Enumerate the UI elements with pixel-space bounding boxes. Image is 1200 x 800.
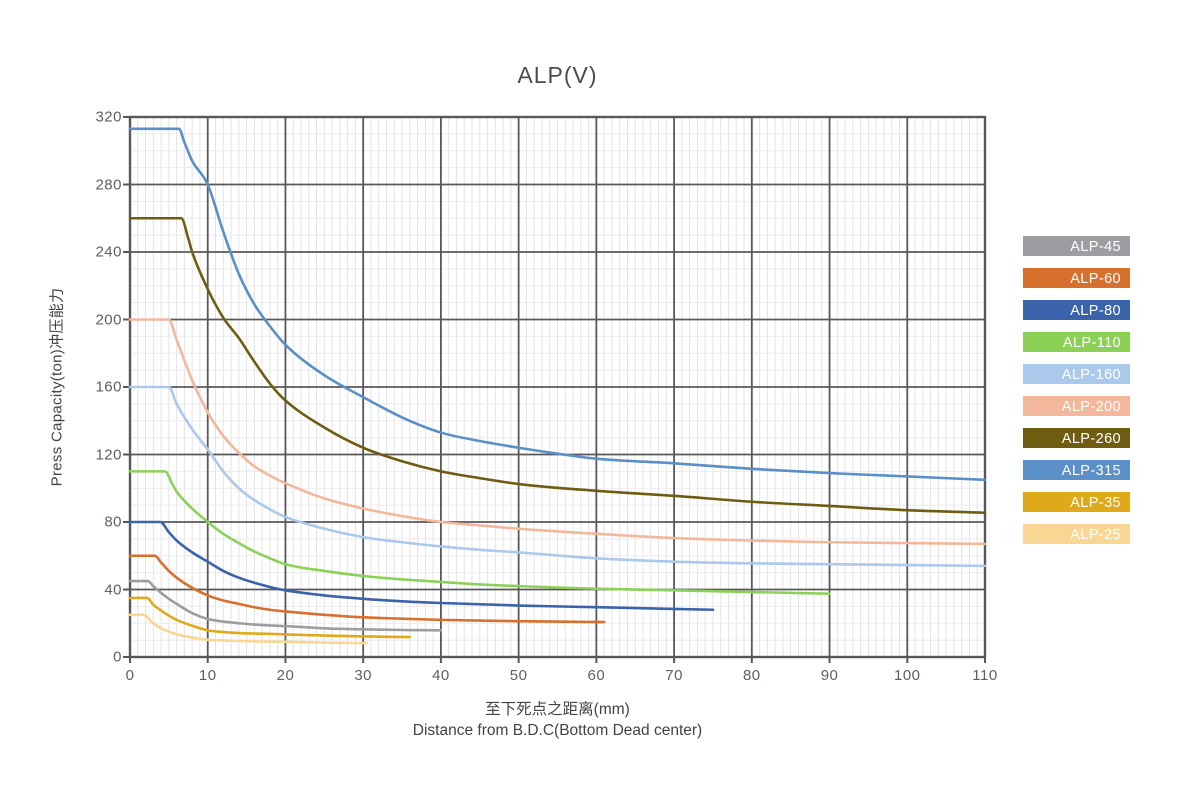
series-curve-alp-25 <box>128 613 369 645</box>
y-axis-title: Press Capacity(ton)冲压能力 <box>48 287 66 487</box>
series-curve-alp-80 <box>128 520 715 612</box>
x-tick-label: 50 <box>509 667 528 684</box>
x-tick-label: 30 <box>354 667 373 684</box>
series-curve-alp-260 <box>128 216 987 515</box>
x-tick-label: 100 <box>894 667 921 684</box>
x-axis-title-en: Distance from B.D.C(Bottom Dead center) <box>412 722 703 739</box>
y-tick-label: 80 <box>104 513 122 531</box>
legend-item-alp-315: ALP-315 <box>1023 460 1130 480</box>
series-curve-alp-110 <box>128 470 831 596</box>
legend-item-alp-60: ALP-60 <box>1023 268 1130 288</box>
y-tick-label: 40 <box>104 581 122 598</box>
x-axis-title: 至下死点之距离(mm) Distance from B.D.C(Bottom D… <box>130 699 985 741</box>
plot-area <box>123 115 987 663</box>
x-tick-label: 90 <box>820 667 839 684</box>
legend-item-alp-200: ALP-200 <box>1023 396 1130 416</box>
y-tick-label: 280 <box>95 176 122 193</box>
x-tick-labels: 0 10 20 30 40 50 60 70 80 90 100 110 <box>126 667 998 687</box>
x-tick-label: 60 <box>587 667 606 684</box>
chart-title: ALP(V) <box>517 62 598 88</box>
y-tick-label: 320 <box>95 108 122 126</box>
y-tick-label: 240 <box>95 243 122 261</box>
legend-item-alp-35: ALP-35 <box>1023 492 1130 512</box>
legend: ALP-45 ALP-60 ALP-80 ALP-110 ALP-160 ALP-200 A… <box>1023 236 1130 556</box>
x-axis-title-cn: 至下死点之距离(mm) <box>485 701 630 718</box>
series-curve-alp-160 <box>128 385 987 568</box>
x-tick-label: 10 <box>198 667 217 684</box>
series-curve-alp-35 <box>128 596 412 639</box>
legend-item-alp-80: ALP-80 <box>1023 300 1130 320</box>
legend-item-alp-110: ALP-110 <box>1023 332 1130 352</box>
legend-item-alp-45: ALP-45 <box>1023 236 1130 256</box>
y-tick-labels: 0 40 80 120 160 200 240 280 320 <box>80 109 122 666</box>
x-tick-label: 70 <box>665 667 683 684</box>
series-curve-alp-45 <box>128 579 443 632</box>
y-tick-label: 120 <box>95 446 122 463</box>
plot-svg <box>123 115 987 663</box>
y-tick-label: 0 <box>113 648 122 666</box>
y-tick-label: 160 <box>95 378 122 396</box>
legend-item-alp-160: ALP-160 <box>1023 364 1130 384</box>
series-curve-alp-315 <box>128 127 987 482</box>
x-tick-label: 0 <box>125 667 135 684</box>
x-tick-label: 20 <box>276 667 295 684</box>
y-tick-label: 200 <box>95 311 122 328</box>
series-curve-alp-200 <box>128 318 987 546</box>
x-tick-label: 40 <box>432 667 450 684</box>
x-tick-label: 110 <box>972 667 998 684</box>
x-tick-label: 80 <box>742 667 761 684</box>
legend-item-alp-260: ALP-260 <box>1023 428 1130 448</box>
legend-item-alp-25: ALP-25 <box>1023 524 1130 544</box>
series-curve-alp-60 <box>128 554 606 624</box>
